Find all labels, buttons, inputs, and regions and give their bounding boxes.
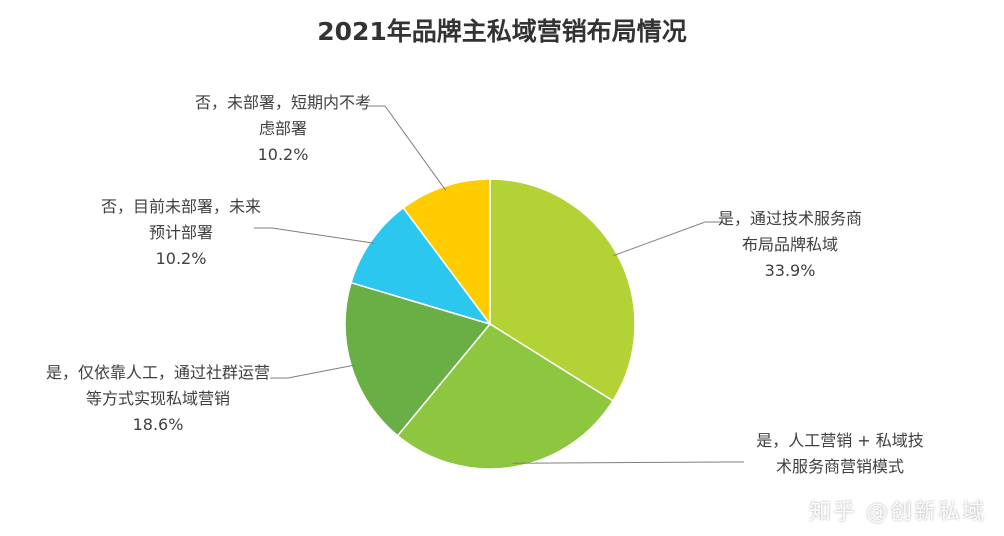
slice-label-line: 虑部署: [258, 119, 307, 138]
leader-line-3: [254, 227, 375, 244]
slice-value-label: 18.6%: [132, 415, 184, 434]
slice-value-label: 10.2%: [257, 145, 309, 164]
leader-line-0: [613, 221, 723, 257]
slice-label-line: 等方式实现私域营销: [85, 389, 230, 408]
slice-label-line: 否，目前未部署，未来: [100, 197, 261, 216]
slice-label-line: 是，人工营销 + 私域技: [756, 431, 924, 450]
leader-line-4: [367, 105, 446, 191]
pie-slice-1: [396, 323, 614, 470]
chart-title: 2021年品牌主私域营销布局情况: [317, 17, 687, 46]
slice-label-2: 是，仅依靠人工，通过社群运营 等方式实现私域营销 18.6%: [28, 360, 288, 438]
slice-label-line: 是，通过技术服务商: [717, 209, 862, 228]
watermark: 知乎 @创新私域: [809, 500, 986, 525]
slice-label-0: 是，通过技术服务商 布局品牌私域 33.9%: [700, 206, 880, 284]
leader-line-2: [270, 364, 356, 379]
slice-value-label: 10.2%: [155, 249, 207, 268]
leader-line-1: [512, 461, 744, 464]
slice-label-1: 是，人工营销 + 私域技 术服务商营销模式: [720, 428, 960, 480]
slice-label-line: 术服务商营销模式: [775, 457, 904, 476]
slice-label-4: 否，未部署，短期内不考 虑部署 10.2%: [168, 90, 398, 168]
slice-label-line: 布局品牌私域: [741, 235, 838, 254]
slice-label-line: 否，未部署，短期内不考: [194, 93, 371, 112]
slice-label-3: 否，目前未部署，未来 预计部署 10.2%: [86, 194, 276, 272]
pie-slice-4: [402, 178, 491, 327]
slice-label-line: 预计部署: [148, 223, 213, 242]
slice-value-label: 33.9%: [764, 261, 816, 280]
slice-label-line: 是，仅依靠人工，通过社群运营: [45, 363, 270, 382]
pie-slice-0: [489, 178, 636, 402]
pie-slice-3: [350, 206, 492, 326]
